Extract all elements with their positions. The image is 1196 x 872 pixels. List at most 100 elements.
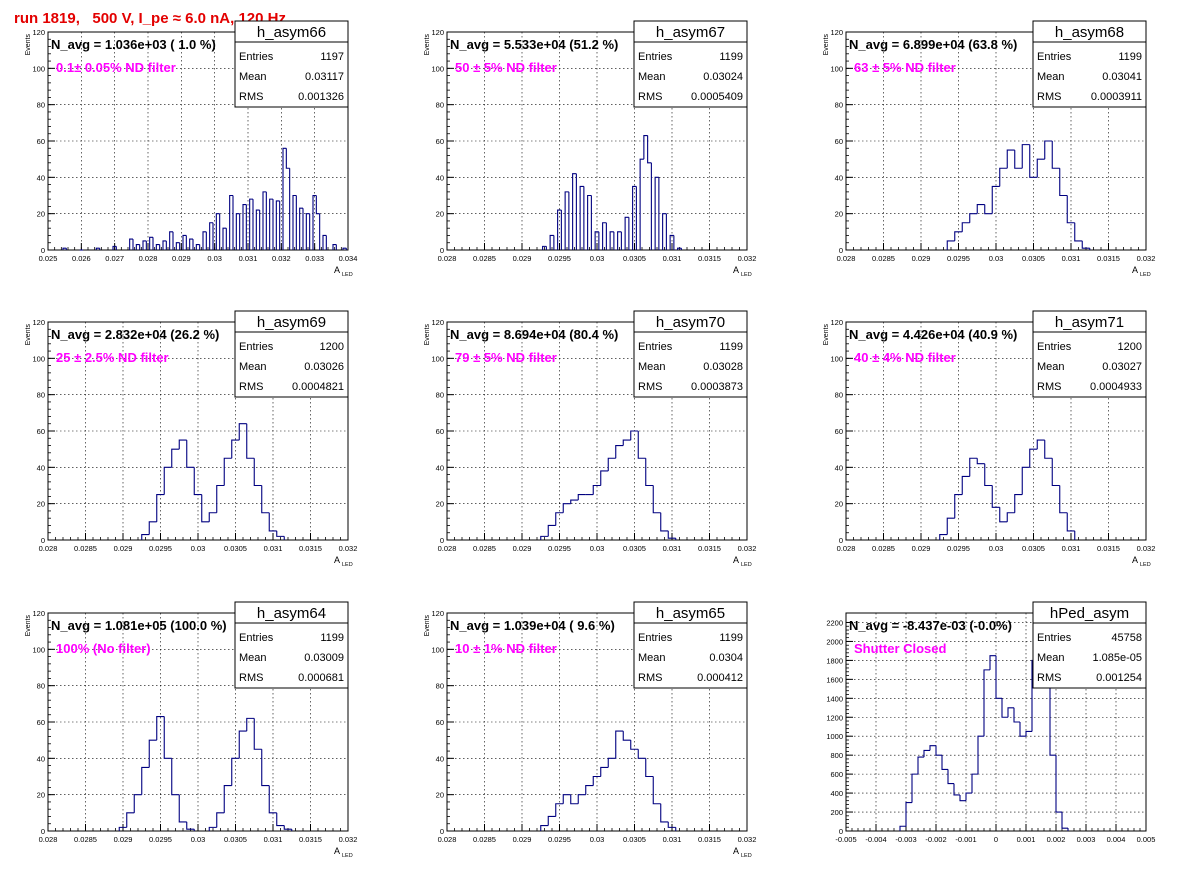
x-tick-label: 0.028	[837, 254, 856, 263]
histogram-bin	[941, 755, 948, 770]
stats-label: Entries	[239, 341, 274, 353]
histogram-bin	[645, 458, 654, 487]
x-tick-label: 0.0315	[698, 254, 721, 263]
filter-annotation: 40 ± 4% ND filter	[854, 350, 956, 365]
filter-annotation: 100% (No filter)	[56, 641, 151, 656]
y-tick-label: 0	[440, 246, 444, 255]
x-tick-label: 0.0305	[623, 544, 646, 553]
y-tick-label: 40	[436, 173, 444, 182]
x-tick-label: 0.032	[738, 544, 757, 553]
histogram-bin	[540, 535, 549, 540]
y-tick-label: 120	[431, 28, 444, 37]
histogram-bin	[579, 185, 584, 250]
y-tick-label: 100	[431, 645, 444, 654]
x-axis-title-subscript: LED	[741, 272, 752, 278]
n-avg-annotation: N_avg = 1.081e+05 (100.0 %)	[51, 618, 227, 633]
y-tick-label: 120	[32, 318, 45, 327]
histogram-bin	[156, 716, 165, 741]
histogram-bin	[1036, 439, 1045, 450]
y-tick-label: 0	[839, 536, 843, 545]
x-tick-label: 0.03	[590, 254, 605, 263]
stats-value-rms: 0.0005409	[691, 91, 743, 103]
histogram-bin	[961, 475, 970, 495]
y-tick-label: 1000	[826, 732, 843, 741]
x-tick-label: 0.0285	[473, 835, 496, 844]
y-tick-label: 0	[440, 827, 444, 836]
histogram-bin	[600, 470, 609, 486]
x-tick-label: 0.03	[191, 835, 206, 844]
stats-label: Entries	[638, 632, 673, 644]
x-tick-label: 0.029	[912, 254, 931, 263]
x-tick-label: 0.029	[912, 544, 931, 553]
histogram-bin	[238, 423, 247, 441]
x-tick-label: 0.0315	[299, 835, 322, 844]
x-tick-label: 0.029	[114, 544, 133, 553]
y-tick-label: 80	[835, 101, 843, 110]
x-tick-label: 0	[994, 835, 998, 844]
x-tick-label: 0.025	[39, 254, 58, 263]
stats-value-entries: 45758	[1111, 632, 1142, 644]
histogram-bin	[547, 524, 556, 537]
histogram-bin	[1021, 466, 1030, 495]
y-tick-label: 40	[436, 463, 444, 472]
stats-label: RMS	[239, 381, 263, 393]
y-tick-label: 100	[431, 354, 444, 363]
stats-value-entries: 1199	[719, 51, 743, 63]
x-tick-label: 0.0315	[698, 544, 721, 553]
histogram-bin	[171, 758, 180, 796]
histogram-bin	[283, 825, 292, 830]
x-tick-label: 0.028	[39, 544, 58, 553]
x-tick-label: 0.0285	[74, 835, 97, 844]
histogram-bin	[242, 204, 247, 250]
x-tick-label: 0.028	[438, 254, 457, 263]
filter-annotation: 63 ± 5% ND filter	[854, 60, 956, 75]
x-tick-label: 0.003	[1077, 835, 1096, 844]
x-axis-title-subscript: LED	[342, 562, 353, 568]
y-tick-label: 120	[830, 318, 843, 327]
y-tick-label: 80	[37, 682, 45, 691]
histogram-bin	[946, 240, 955, 250]
histogram-bin	[917, 756, 924, 775]
n-avg-annotation: N_avg = 2.832e+04 (26.2 %)	[51, 327, 219, 342]
x-tick-label: 0.027	[105, 254, 124, 263]
x-tick-label: 0.0305	[1022, 544, 1045, 553]
x-tick-label: 0.03	[207, 254, 222, 263]
x-tick-label: 0.0285	[74, 544, 97, 553]
histogram-bin	[1074, 222, 1083, 242]
histogram-bin	[999, 167, 1008, 187]
x-axis-title: A	[1132, 265, 1138, 275]
histogram-bin	[112, 245, 117, 250]
y-tick-label: 100	[431, 64, 444, 73]
x-tick-label: 0.03	[989, 544, 1004, 553]
histogram-bin	[299, 207, 303, 250]
histogram-bin	[647, 135, 652, 164]
y-tick-label: 60	[37, 427, 45, 436]
x-tick-label: 0.031	[663, 254, 682, 263]
x-tick-label: 0.029	[513, 835, 532, 844]
histogram-bin	[193, 467, 202, 496]
histogram-bin	[923, 749, 930, 758]
stats-value-rms: 0.0004821	[292, 381, 344, 393]
stats-box	[234, 601, 349, 689]
stats-title: h_asym69	[257, 314, 326, 331]
histogram-bin	[594, 231, 599, 250]
histogram-bin	[163, 716, 172, 759]
x-tick-label: 0.031	[663, 544, 682, 553]
histogram-bin	[261, 485, 270, 514]
x-tick-label: 0.029	[513, 254, 532, 263]
x-tick-label: 0.029	[513, 544, 532, 553]
x-tick-label: 0.0285	[473, 544, 496, 553]
histogram-bin	[652, 776, 661, 805]
histogram-bin	[905, 802, 912, 827]
x-axis-title-subscript: LED	[1140, 272, 1151, 278]
x-tick-label: 0.0285	[473, 254, 496, 263]
y-tick-label: 800	[830, 751, 843, 760]
histogram-bin	[971, 773, 978, 794]
histogram-bin	[268, 512, 277, 532]
stats-box	[1032, 310, 1147, 398]
histogram-bin	[947, 769, 954, 785]
stats-value-mean: 0.03009	[304, 652, 344, 664]
stats-title: h_asym70	[656, 314, 725, 331]
y-tick-label: 60	[835, 427, 843, 436]
histogram-bin	[547, 815, 556, 826]
